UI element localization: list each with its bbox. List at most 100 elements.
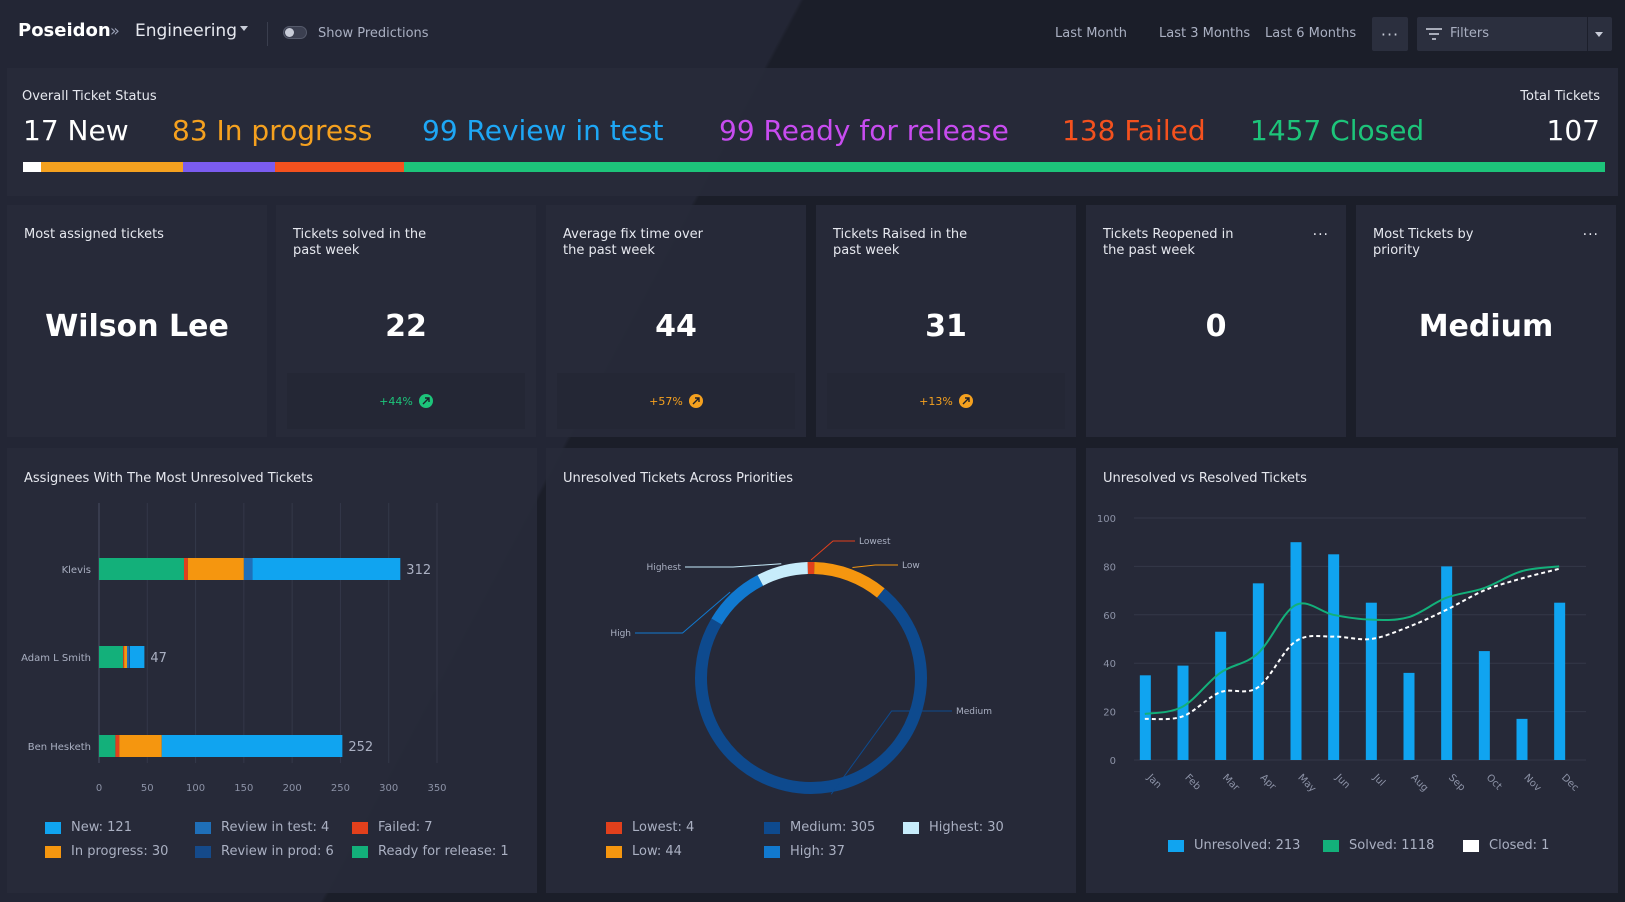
bar [1403,672,1415,760]
kpi-tickets-raised: Tickets Raised in the past week 31 +13% [816,205,1076,437]
legend-label: Lowest: 4 [632,820,695,835]
unresolved-resolved-chart-panel: Unresolved vs Resolved Tickets 0 20 40 60 80… [1086,448,1618,893]
legend-swatch [1168,839,1184,852]
chevron-down-icon[interactable] [240,26,248,31]
bar-segment [99,646,124,668]
legend-label: New: 121 [71,820,132,835]
kpi-title: Average fix time over the past week [563,227,704,258]
kpi-tickets-reopened: Tickets Reopened in the past week ··· 0 [1086,205,1346,437]
kpi-title: Tickets Reopened in the past week [1103,227,1234,258]
legend-item-low[interactable]: Low: 44 [606,844,682,859]
legend-item-review-in-prod[interactable]: Review in prod: 6 [195,844,334,859]
range-last-6-months[interactable]: Last 6 Months [1265,26,1357,41]
breadcrumb-separator: » [110,21,120,40]
kpi-change-strip: +44% [287,373,525,429]
status-closed[interactable]: 1457 Closed [1250,114,1425,147]
bar-segment [127,646,129,668]
legend-item-lowest[interactable]: Lowest: 4 [606,820,694,835]
slice-label: Low [902,561,920,571]
divider [1587,17,1588,51]
slice-label: Lowest [859,537,891,547]
status-bar-segment [274,162,405,172]
legend-swatch [606,845,622,858]
bar-segment [243,558,253,580]
more-icon[interactable]: ··· [1312,227,1329,243]
kpi-change-strip: +13% [827,373,1065,429]
bar-segment [129,646,145,668]
kpi-value: 31 [925,309,967,344]
bar [1365,602,1377,760]
legend-item-review-in-test[interactable]: Review in test: 4 [195,820,329,835]
status-new[interactable]: 17 New [23,114,129,147]
assignees-chart-panel: Assignees With The Most Unresolved Ticke… [7,448,537,893]
slice-leader-line [810,540,855,561]
x-tick-label: 150 [234,783,253,794]
kpi-value: 0 [1205,309,1227,344]
kpi-most-assigned: Most assigned tickets Wilson Lee [7,205,267,437]
slice-leader-line [685,563,782,568]
bar [1328,554,1340,760]
project-dropdown[interactable]: Engineering [135,21,237,41]
status-review-in-test[interactable]: 99 Review in test [422,114,664,147]
legend-item-solved[interactable]: Solved: 1118 [1323,838,1434,853]
y-tick-label: 100 [1097,514,1116,525]
legend-label: Closed: 1 [1489,838,1550,853]
range-last-month[interactable]: Last Month [1055,26,1127,41]
legend-swatch [1323,839,1339,852]
legend-item-highest[interactable]: Highest: 30 [903,820,1004,835]
range-last-3-months[interactable]: Last 3 Months [1159,26,1251,41]
legend-item-in-progress[interactable]: In progress: 30 [45,844,168,859]
bar [1139,675,1151,760]
status-failed[interactable]: 138 Failed [1062,114,1206,147]
bar-segment [183,558,188,580]
legend-label: Solved: 1118 [1349,838,1435,853]
legend-swatch [45,845,61,858]
legend-label: Review in test: 4 [221,820,330,835]
status-bar-segment [182,162,275,172]
legend-item-failed[interactable]: Failed: 7 [352,820,433,835]
total-tickets-title: Total Tickets [1520,89,1600,104]
bar [1215,631,1227,760]
legend-item-closed[interactable]: Closed: 1 [1463,838,1549,853]
legend-label: High: 37 [790,844,845,859]
predictions-toggle[interactable] [283,26,307,39]
total-tickets-value: 107 [1546,114,1600,147]
more-icon[interactable]: ··· [1582,227,1599,243]
kpi-average-fix-time: Average fix time over the past week 44 +… [546,205,806,437]
more-options-button[interactable]: ··· [1372,17,1408,51]
legend-item-ready-for-release[interactable]: Ready for release: 1 [352,844,509,859]
slice-label: Medium [956,707,992,717]
legend-item-high[interactable]: High: 37 [764,844,845,859]
legend-swatch [764,821,780,834]
priorities-legend: Lowest: 4 Low: 44 Medium: 305 High: 37 H… [546,448,1076,893]
legend-item-new[interactable]: New: 121 [45,820,132,835]
brand-logo[interactable]: Poseidon [18,20,111,41]
bar-total-label: 47 [150,651,167,666]
bar-segment [187,558,244,580]
bar [1516,718,1528,760]
chevron-down-icon[interactable] [1595,32,1603,37]
bar-segment [99,558,184,580]
legend-label: Low: 44 [632,844,682,859]
legend-swatch [764,845,780,858]
legend-item-unresolved[interactable]: Unresolved: 213 [1168,838,1300,853]
x-tick-label: 50 [141,783,154,794]
legend-swatch [903,821,919,834]
arrow-up-right-icon [418,394,433,408]
status-in-progress[interactable]: 83 In progress [172,114,373,147]
filters-dropdown[interactable]: Filters [1417,17,1612,51]
legend-swatch [606,821,622,834]
y-tick-label: 80 [1103,562,1116,573]
x-tick-label: 200 [283,783,302,794]
kpi-title: Most assigned tickets [24,227,164,242]
top-bar: Poseidon » Engineering Show Predictions … [0,0,1625,66]
bar-total-label: 252 [348,740,373,755]
status-ready-for-release[interactable]: 99 Ready for release [719,114,1009,147]
legend-item-medium[interactable]: Medium: 305 [764,820,875,835]
closed-series-line [1144,567,1560,721]
slice-leader-line [830,710,952,795]
y-tick-label: 40 [1103,659,1116,670]
legend-label: In progress: 30 [71,844,169,859]
divider [267,22,268,46]
kpi-value: Wilson Lee [45,309,229,344]
